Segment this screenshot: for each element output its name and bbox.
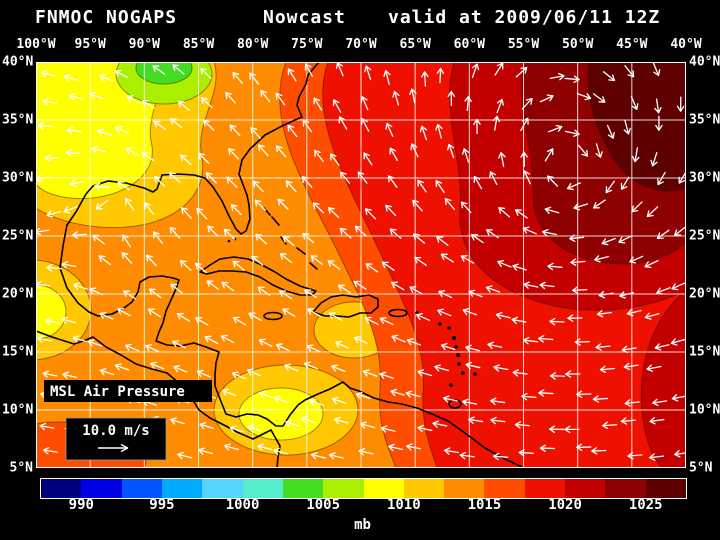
colorbar-segment (484, 479, 525, 498)
lat-tick-label: 30°N (689, 170, 720, 186)
colorbar-segment (81, 479, 122, 498)
colorbar-segment (242, 479, 283, 498)
lat-tick-label: 10°N (2, 402, 34, 418)
colorbar-segment (403, 479, 445, 498)
colorbar-segment (605, 479, 646, 498)
pressure-map: MSL Air Pressure 10.0 m/s (36, 62, 686, 468)
lat-lon-grid (36, 62, 686, 468)
coast-cuba (199, 256, 317, 296)
lat-tick-label: 40°N (689, 54, 720, 70)
lat-tick-label: 25°N (2, 228, 34, 244)
colorbar-unit: mb (354, 517, 371, 533)
wind-scale-legend: 10.0 m/s (65, 417, 167, 461)
lat-tick-label: 40°N (2, 54, 34, 70)
colorbar-tick-label: 1005 (306, 497, 341, 513)
lon-tick-label: 70°W (345, 37, 377, 52)
colorbar-segment (161, 479, 203, 498)
colorbar-tick-label: 995 (149, 497, 175, 513)
lat-tick-label: 25°N (689, 228, 720, 244)
colorbar-segment (121, 479, 162, 498)
colorbar-tick-label: 1015 (467, 497, 502, 513)
colorbar-segment (323, 479, 364, 498)
lon-tick-label: 55°W (507, 37, 540, 52)
colorbar-tick-label: 1010 (386, 497, 421, 513)
lat-tick-label: 35°N (689, 112, 720, 128)
colorbar-segment (524, 479, 566, 498)
colorbar-tick-label: 990 (68, 497, 94, 513)
colorbar-segment (202, 479, 243, 498)
wind-scale-arrow (98, 443, 129, 453)
model-name: FNMOC NOGAPS (35, 7, 178, 28)
lon-tick-label: 85°W (182, 37, 215, 52)
lat-tick-label: 5°N (689, 460, 713, 476)
lon-tick-label: 45°W (616, 37, 648, 52)
coast-hispaniola (312, 294, 379, 318)
lon-tick-label: 100°W (16, 37, 56, 52)
lon-tick-label: 75°W (291, 37, 323, 52)
valid-time: valid at 2009/06/11 12Z (388, 7, 661, 28)
wind-scale-label: 10.0 m/s (82, 423, 149, 439)
wind-arrows (36, 62, 686, 461)
coast-mexico-caribbean (59, 224, 525, 468)
lon-tick-label: 50°W (562, 37, 594, 52)
lat-tick-label: 15°N (689, 344, 720, 360)
colorbar-segment (41, 479, 82, 498)
colorbar-tick-label: 1025 (628, 497, 663, 513)
colorbar-segment (444, 479, 485, 498)
field-label: MSL Air Pressure (50, 384, 185, 400)
colorbar-segment (282, 479, 324, 498)
colorbar-segment (363, 479, 404, 498)
coast-puerto-rico (388, 308, 408, 318)
lat-tick-label: 5°N (9, 460, 33, 476)
lon-tick-label: 65°W (399, 37, 431, 52)
lat-tick-label: 20°N (689, 286, 720, 302)
colorbar-tick-label: 1020 (548, 497, 582, 513)
map-border (36, 62, 686, 468)
lon-tick-label: 95°W (74, 37, 106, 52)
colorbar-tick-label: 1000 (225, 497, 260, 513)
lon-tick-label: 80°W (237, 37, 269, 52)
field-label-box: MSL Air Pressure (44, 380, 212, 402)
coast-bahamas (263, 207, 318, 270)
lon-tick-label: 60°W (453, 37, 485, 52)
lat-tick-label: 30°N (2, 170, 34, 186)
colorbar-segment (565, 479, 606, 498)
lon-tick-label: 90°W (128, 37, 160, 52)
colorbar-segment (645, 479, 686, 498)
lat-tick-label: 20°N (2, 286, 34, 302)
coast-us-gulf-atlantic (66, 62, 320, 235)
coast-jamaica (263, 311, 283, 321)
lat-tick-label: 10°N (689, 402, 720, 418)
product-name: Nowcast (263, 7, 346, 28)
lat-tick-label: 15°N (2, 344, 34, 360)
lat-tick-label: 35°N (2, 112, 34, 128)
colorbar (40, 478, 687, 499)
lon-tick-label: 40°W (670, 37, 702, 52)
